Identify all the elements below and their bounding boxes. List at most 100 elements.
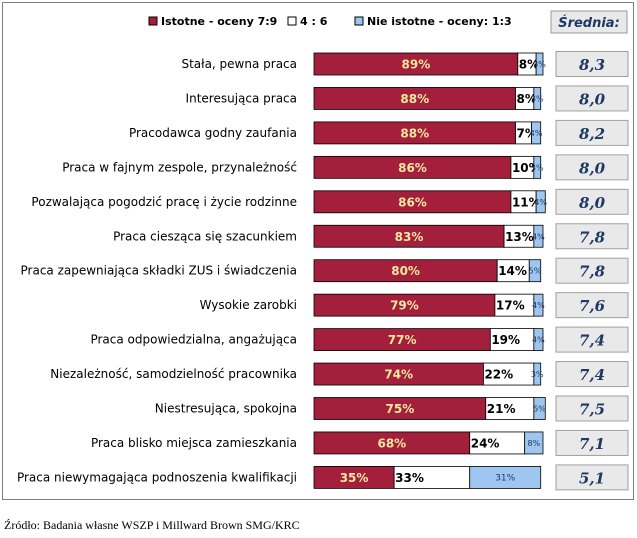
data-label-1: 17% <box>496 299 525 313</box>
data-label-0: 35% <box>340 471 369 485</box>
category-label: Praca w fajnym zespole, przynależność <box>62 160 297 174</box>
data-label-1: 21% <box>487 402 516 416</box>
bar-segment-2 <box>535 190 546 214</box>
bar-segment-2 <box>533 293 544 317</box>
legend-label-1: 4 : 6 <box>300 15 328 28</box>
data-label-2: 3% <box>533 60 546 69</box>
average-box <box>555 326 629 353</box>
data-label-2: 4% <box>532 301 545 310</box>
data-label-0: 79% <box>390 299 419 313</box>
bar-segment-2 <box>533 87 542 110</box>
data-label-1: 22% <box>484 368 513 382</box>
data-label-2: 4% <box>530 129 543 138</box>
data-label-1: 14% <box>498 264 527 278</box>
average-value: 7,4 <box>579 366 605 384</box>
data-label-1: 24% <box>471 436 500 450</box>
data-label-0: 68% <box>377 436 406 450</box>
data-label-0: 88% <box>400 126 429 140</box>
average-value: 7,1 <box>579 435 605 453</box>
average-box <box>555 429 629 456</box>
bar-segment-2 <box>533 397 546 420</box>
bar-segment-2 <box>533 362 542 386</box>
bar-segment-2 <box>535 52 544 76</box>
average-value: 7,6 <box>579 297 606 315</box>
category-label: Stała, pewna praca <box>181 57 297 71</box>
average-value: 8,3 <box>579 56 605 74</box>
average-box <box>555 257 629 284</box>
data-label-0: 83% <box>395 230 424 244</box>
data-label-2: 3% <box>531 94 544 103</box>
data-label-0: 74% <box>384 368 413 382</box>
average-value: 8,0 <box>579 194 606 212</box>
bar-segment-2 <box>533 224 544 248</box>
data-label-1: 33% <box>395 471 424 485</box>
average-value: 7,5 <box>579 401 605 419</box>
average-value: 7,8 <box>579 263 606 281</box>
average-box <box>555 154 629 181</box>
average-header: Średnia: <box>558 15 620 31</box>
data-label-1: 8% <box>517 92 537 106</box>
data-label-0: 88% <box>400 92 429 106</box>
average-box <box>555 395 629 422</box>
category-label: Praca ciesząca się szacunkiem <box>113 229 297 243</box>
category-label: Praca blisko miejsca zamieszkania <box>91 436 297 450</box>
chart-frame: Istotne - oceny 7:9 4 : 6 Nie istotne - oc… <box>2 2 634 500</box>
average-box <box>555 223 629 250</box>
average-box <box>555 292 629 319</box>
average-value: 5,1 <box>579 469 605 487</box>
bar-segment-2 <box>524 431 544 455</box>
average-value: 8,0 <box>579 90 606 108</box>
data-label-1: 19% <box>491 333 520 347</box>
data-label-2: 31% <box>495 473 515 483</box>
data-label-2: 3% <box>531 163 544 172</box>
average-header-box <box>550 10 628 34</box>
legend-swatch-1 <box>287 16 297 26</box>
category-label: Niezależność, samodzielność pracownika <box>50 367 297 381</box>
legend-swatch-0 <box>148 16 158 26</box>
legend-swatch-2 <box>354 16 364 26</box>
data-label-1: 11% <box>512 195 541 209</box>
data-label-2: 4% <box>532 232 545 241</box>
data-label-0: 80% <box>391 264 420 278</box>
bar-segment-2 <box>533 328 544 352</box>
data-label-1: 13% <box>505 230 534 244</box>
data-label-0: 86% <box>398 195 427 209</box>
legend-label-2: Nie istotne - oceny: 1:3 <box>367 15 512 28</box>
bar-segment-2 <box>531 121 542 145</box>
average-value: 7,8 <box>579 228 606 246</box>
bar-segment-2 <box>469 465 542 489</box>
average-value: 8,2 <box>579 125 605 143</box>
average-box <box>555 464 629 491</box>
category-label: Interesująca praca <box>186 91 297 105</box>
data-label-2: 3% <box>531 370 544 379</box>
category-label: Pracodawca godny zaufania <box>129 126 297 140</box>
category-label: Wysokie zarobki <box>200 298 297 312</box>
data-label-2: 4% <box>534 198 547 207</box>
category-label: Praca niewymagająca podnoszenia kwalifik… <box>17 470 297 484</box>
data-label-2: 8% <box>527 439 540 448</box>
bar-segment-2 <box>528 259 542 283</box>
average-value: 7,4 <box>579 332 605 350</box>
data-label-0: 86% <box>398 161 427 175</box>
average-box <box>555 361 629 388</box>
category-label: Praca zapewniająca składki ZUS i świadcz… <box>21 264 298 278</box>
average-box <box>555 51 629 77</box>
average-box <box>555 119 629 146</box>
data-label-1: 8% <box>519 58 539 72</box>
average-box <box>555 85 629 112</box>
category-label: Pozwalająca pogodzić pracę i życie rodzi… <box>31 195 297 209</box>
legend-label-0: Istotne - oceny 7:9 <box>161 15 277 28</box>
average-value: 8,0 <box>579 159 606 177</box>
data-label-2: 4% <box>532 336 545 345</box>
data-label-2: 5% <box>533 405 546 414</box>
data-label-2: 5% <box>529 267 542 276</box>
stacked-bar-chart: Istotne - oceny 7:9 4 : 6 Nie istotne - oc… <box>17 10 629 491</box>
source-note: Źródło: Badania własne WSZP i Millward B… <box>4 518 300 532</box>
data-label-0: 89% <box>402 58 431 72</box>
average-box <box>555 188 629 215</box>
data-label-0: 77% <box>388 333 417 347</box>
bar-segment-2 <box>533 155 542 179</box>
data-label-0: 75% <box>386 402 415 416</box>
category-label: Niestresująca, spokojna <box>155 402 297 416</box>
category-label: Praca odpowiedzialna, angażująca <box>90 333 297 347</box>
